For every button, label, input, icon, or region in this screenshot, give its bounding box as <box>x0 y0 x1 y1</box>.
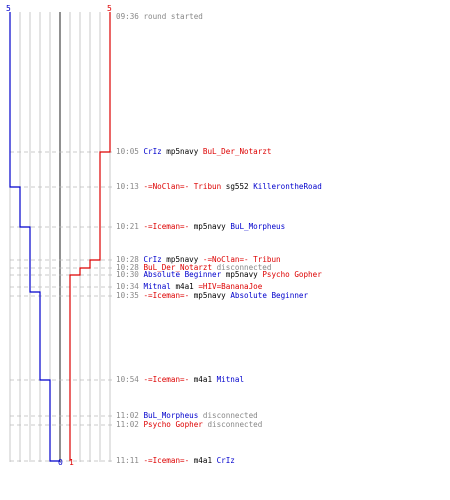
weapon-name: mp5navy <box>189 291 231 300</box>
blue-player-name: Absolute Beginner <box>143 270 222 279</box>
red-top-score: 5 <box>107 4 112 13</box>
event-row: 10:30 Absolute Beginner mp5navy Psycho G… <box>116 270 322 280</box>
blue-player-name: CrIz <box>143 147 162 156</box>
event-row: 10:05 CrIz mp5navy BuL_Der_Notarzt <box>116 147 271 157</box>
event-row: 09:36 round started <box>116 12 203 22</box>
event-time: 10:28 <box>116 263 144 272</box>
event-row: 11:02 Psycho Gopher disconnected <box>116 420 262 430</box>
red-player-name: -=NoClan=- Tribun <box>202 255 281 264</box>
weapon-name: mp5navy <box>161 147 203 156</box>
player-grid <box>9 12 111 462</box>
blue-player-name: KillerontheRoad <box>253 182 322 191</box>
blue-player-name: Mitnal <box>143 282 171 291</box>
event-text: round started <box>143 12 203 21</box>
event-time: 10:05 <box>116 147 144 156</box>
red-player-name: BuL_Der_Notarzt <box>202 147 272 156</box>
event-time: 10:35 <box>116 291 144 300</box>
event-time: 11:11 <box>116 456 144 465</box>
event-time: 10:28 <box>116 255 144 264</box>
red-player-name: -=Iceman=- <box>143 222 190 231</box>
weapon-name: m4a1 <box>170 282 199 291</box>
weapon-name: m4a1 <box>189 375 217 384</box>
event-time: 10:21 <box>116 222 144 231</box>
event-row: 11:11 -=Iceman=- m4a1 CrIz <box>116 456 235 466</box>
event-row: 10:21 -=Iceman=- mp5navy BuL_Morpheus <box>116 222 285 232</box>
blue-bottom-score: 0 <box>58 458 63 467</box>
event-row: 10:28 CrIz mp5navy -=NoClan=- Tribun <box>116 255 281 265</box>
red-player-name: -=Iceman=- <box>143 456 190 465</box>
event-text: disconnected <box>198 411 258 420</box>
event-row: 10:34 Mitnal m4a1 =HIV=BananaJoe <box>116 282 262 292</box>
event-time: 10:13 <box>116 182 144 191</box>
event-time: 11:02 <box>116 420 144 429</box>
weapon-name: sg552 <box>221 182 254 191</box>
red-team-alive-line <box>69 12 111 461</box>
red-player-name: Psycho Gopher <box>262 270 322 279</box>
blue-player-name: BuL_Morpheus <box>143 411 199 420</box>
weapon-name: mp5navy <box>161 255 203 264</box>
red-player-name: -=NoClan=- Tribun <box>143 182 222 191</box>
red-bottom-score: 1 <box>69 458 74 467</box>
blue-player-name: CrIz <box>216 456 235 465</box>
weapon-name: mp5navy <box>189 222 231 231</box>
blue-player-name: Absolute Beginner <box>230 291 309 300</box>
red-player-name: Psycho Gopher <box>143 420 203 429</box>
weapon-name: mp5navy <box>221 270 263 279</box>
event-text: disconnected <box>212 263 272 272</box>
event-time: 10:34 <box>116 282 144 291</box>
blue-player-name: BuL_Morpheus <box>230 222 286 231</box>
red-player-name: =HIV=BananaJoe <box>198 282 263 291</box>
red-player-name: -=Iceman=- <box>143 291 190 300</box>
red-player-name: BuL_Der_Notarzt <box>143 263 213 272</box>
event-time: 10:30 <box>116 270 144 279</box>
event-time: 10:54 <box>116 375 144 384</box>
event-row: 10:13 -=NoClan=- Tribun sg552 Killeronth… <box>116 182 322 192</box>
event-row: 10:28 BuL_Der_Notarzt disconnected <box>116 263 271 273</box>
blue-team-alive-line <box>9 12 60 462</box>
event-guide-lines <box>10 151 114 462</box>
event-text: disconnected <box>202 420 263 429</box>
blue-player-name: Mitnal <box>216 375 245 384</box>
event-row: 11:02 BuL_Morpheus disconnected <box>116 411 258 421</box>
event-time: 11:02 <box>116 411 144 420</box>
event-time: 09:36 <box>116 12 144 21</box>
blue-top-score: 5 <box>6 4 11 13</box>
event-row: 10:35 -=Iceman=- mp5navy Absolute Beginn… <box>116 291 308 301</box>
red-player-name: -=Iceman=- <box>143 375 190 384</box>
event-row: 10:54 -=Iceman=- m4a1 Mitnal <box>116 375 244 385</box>
weapon-name: m4a1 <box>189 456 217 465</box>
blue-player-name: CrIz <box>143 255 162 264</box>
